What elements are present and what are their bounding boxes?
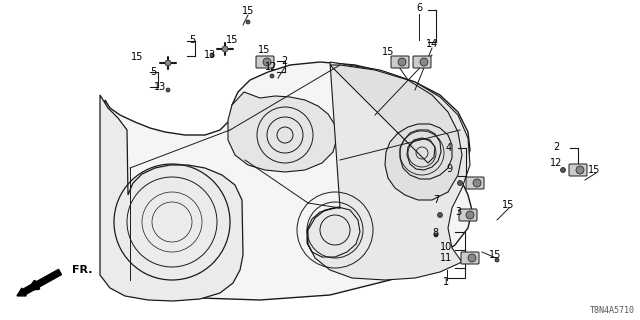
Text: 15: 15 (258, 45, 270, 55)
Text: 5: 5 (189, 35, 195, 45)
Text: 5: 5 (150, 67, 156, 77)
Circle shape (270, 74, 274, 78)
Text: 9: 9 (446, 164, 452, 174)
Text: 4: 4 (446, 143, 452, 153)
Circle shape (222, 46, 228, 52)
Text: 15: 15 (226, 35, 238, 45)
Circle shape (468, 254, 476, 262)
Polygon shape (103, 62, 472, 300)
Circle shape (561, 167, 566, 172)
Circle shape (166, 88, 170, 92)
Circle shape (420, 58, 428, 66)
Text: FR.: FR. (72, 265, 93, 275)
Text: 15: 15 (131, 52, 143, 62)
Text: 12: 12 (265, 62, 277, 72)
FancyBboxPatch shape (459, 209, 477, 221)
Circle shape (458, 180, 463, 186)
Text: 13: 13 (204, 50, 216, 60)
Polygon shape (100, 95, 243, 301)
Circle shape (495, 258, 499, 262)
Circle shape (398, 58, 406, 66)
Text: 15: 15 (489, 250, 501, 260)
Text: 3: 3 (455, 207, 461, 217)
FancyBboxPatch shape (413, 56, 431, 68)
Circle shape (438, 212, 442, 218)
Circle shape (165, 60, 171, 66)
Polygon shape (307, 62, 470, 280)
Polygon shape (330, 65, 462, 200)
Polygon shape (228, 92, 337, 172)
FancyBboxPatch shape (461, 252, 479, 264)
Text: 11: 11 (440, 253, 452, 263)
Text: 7: 7 (433, 195, 439, 205)
Text: T8N4A5710: T8N4A5710 (590, 306, 635, 315)
Text: 14: 14 (426, 39, 438, 49)
Circle shape (210, 53, 214, 57)
Text: 2: 2 (553, 142, 559, 152)
Text: 6: 6 (416, 3, 422, 13)
FancyBboxPatch shape (569, 164, 587, 176)
Circle shape (434, 233, 438, 237)
Circle shape (576, 166, 584, 174)
Text: 15: 15 (382, 47, 394, 57)
Text: 15: 15 (588, 165, 600, 175)
Circle shape (263, 58, 271, 66)
FancyArrow shape (17, 269, 61, 296)
FancyBboxPatch shape (391, 56, 409, 68)
Circle shape (246, 20, 250, 24)
Circle shape (466, 211, 474, 219)
Text: 2: 2 (281, 56, 287, 66)
Text: 1: 1 (443, 277, 449, 287)
Text: 10: 10 (440, 242, 452, 252)
Text: 15: 15 (242, 6, 254, 16)
Circle shape (473, 179, 481, 187)
Text: 13: 13 (154, 82, 166, 92)
Text: 8: 8 (432, 228, 438, 238)
FancyBboxPatch shape (466, 177, 484, 189)
Text: 15: 15 (502, 200, 514, 210)
Text: 12: 12 (550, 158, 562, 168)
FancyBboxPatch shape (256, 56, 274, 68)
